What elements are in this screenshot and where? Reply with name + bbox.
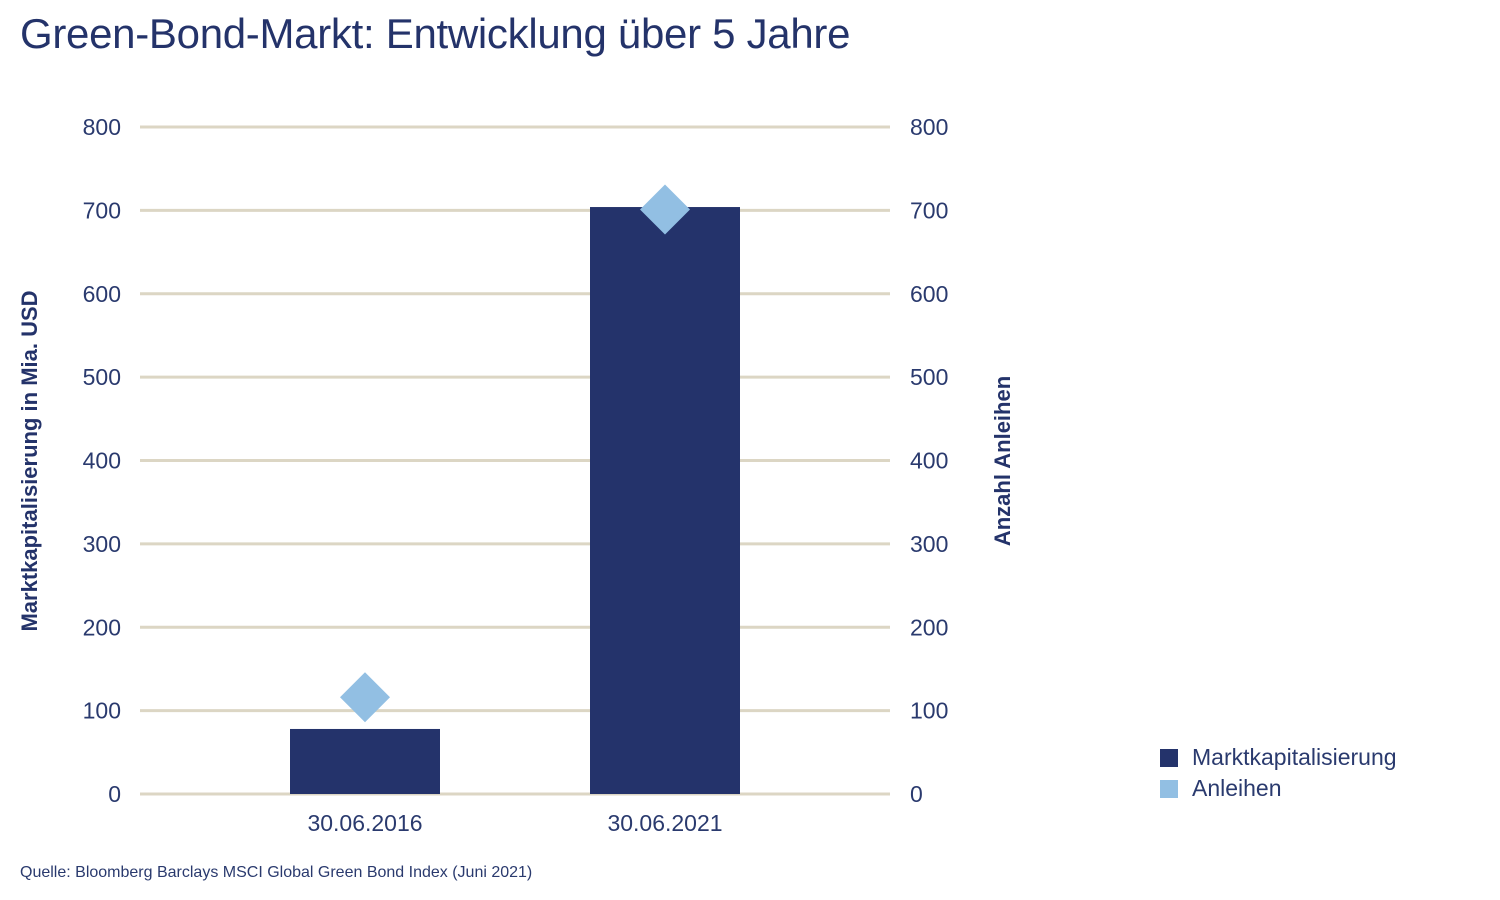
y2-tick-label: 200 — [910, 614, 948, 640]
marker-series — [340, 184, 690, 723]
legend-label: Marktkapitalisierung — [1192, 744, 1397, 770]
y-tick-label: 300 — [83, 531, 121, 557]
marker-30.06.2021 — [640, 184, 690, 235]
gridlines — [140, 125, 890, 796]
legend-swatch-marker — [1160, 779, 1178, 798]
y-tick-label: 600 — [83, 281, 121, 307]
bar-30.06.2016 — [290, 728, 440, 794]
y2-tick-label: 0 — [910, 781, 923, 807]
legend-label: Anleihen — [1192, 775, 1282, 801]
y-tick-label: 400 — [83, 448, 121, 474]
y-axis-left-title: Marktkapitalisierung in Mia. USD — [17, 290, 42, 631]
y2-tick-label: 100 — [910, 698, 948, 724]
y2-tick-label: 800 — [910, 114, 948, 140]
bar-series — [290, 207, 740, 795]
y-tick-label: 0 — [108, 781, 121, 807]
y2-tick-label: 400 — [910, 448, 948, 474]
y2-tick-label: 700 — [910, 197, 948, 223]
x-tick-label: 30.06.2021 — [607, 810, 722, 836]
y-axis-right-ticks: 0 100 200 300 400 500 600 700 800 — [910, 114, 948, 807]
source-note: Quelle: Bloomberg Barclays MSCI Global G… — [20, 864, 533, 881]
marker-30.06.2016 — [340, 672, 390, 723]
y-tick-label: 700 — [83, 197, 121, 223]
y-tick-label: 100 — [83, 698, 121, 724]
y2-tick-label: 500 — [910, 364, 948, 390]
legend-item-anleihen: Anleihen — [1160, 773, 1397, 804]
legend: Marktkapitalisierung Anleihen — [1160, 742, 1397, 804]
y-tick-label: 500 — [83, 364, 121, 390]
legend-item-marktkapitalisierung: Marktkapitalisierung — [1160, 742, 1397, 773]
y2-tick-label: 600 — [910, 281, 948, 307]
y-axis-right-title: Anzahl Anleihen — [990, 376, 1015, 546]
y-tick-label: 200 — [83, 614, 121, 640]
bar-30.06.2021 — [590, 207, 740, 795]
y-axis-left-ticks: 0 100 200 300 400 500 600 700 800 — [83, 114, 121, 807]
legend-swatch-bar — [1160, 748, 1178, 767]
y2-tick-label: 300 — [910, 531, 948, 557]
chart-title: Green-Bond-Markt: Entwicklung über 5 Jah… — [20, 10, 851, 57]
x-tick-label: 30.06.2016 — [307, 810, 422, 836]
x-axis-ticks: 30.06.2016 30.06.2021 — [307, 810, 722, 836]
y-tick-label: 800 — [83, 114, 121, 140]
